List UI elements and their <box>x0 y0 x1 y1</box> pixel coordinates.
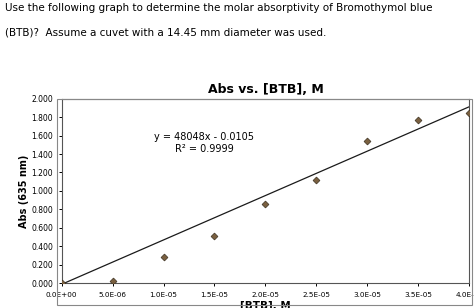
Text: Use the following graph to determine the molar absorptivity of Bromothymol blue: Use the following graph to determine the… <box>5 3 432 13</box>
Title: Abs vs. [BTB], M: Abs vs. [BTB], M <box>208 83 323 96</box>
Text: y = 48048x - 0.0105
R² = 0.9999: y = 48048x - 0.0105 R² = 0.9999 <box>155 132 254 154</box>
Y-axis label: Abs (635 nm): Abs (635 nm) <box>18 154 28 228</box>
Text: (BTB)?  Assume a cuvet with a 14.45 mm diameter was used.: (BTB)? Assume a cuvet with a 14.45 mm di… <box>5 28 326 38</box>
X-axis label: [BTB], M: [BTB], M <box>240 301 291 308</box>
